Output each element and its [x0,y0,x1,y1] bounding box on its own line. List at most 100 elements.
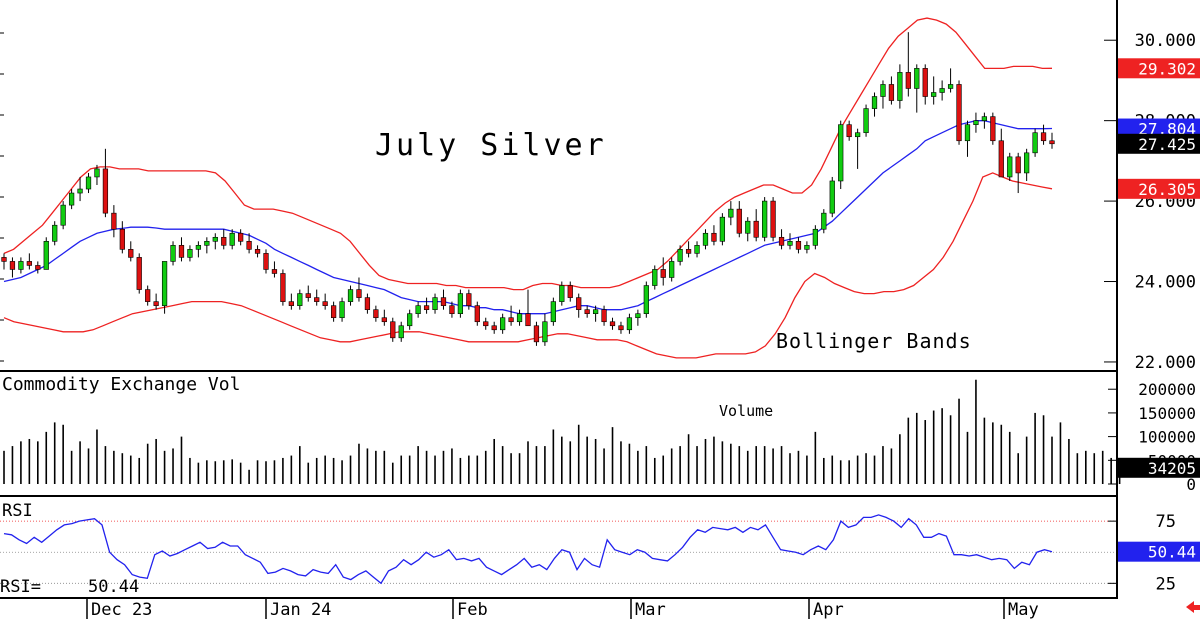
rsi-last-tag-bg [1118,541,1200,562]
price-tag-2: 27.425 [1138,135,1196,154]
month-label: Dec 23 [91,600,152,619]
candle-body [770,200,776,238]
bollinger-label: Bollinger Bands [776,329,972,353]
candle-body [390,321,396,339]
candle-body [685,249,692,254]
candle-body [423,305,430,310]
volume-panel: 20000015000010000050000034205 [3,379,1200,494]
candle-body [407,313,413,327]
x-axis: Dec 23 Jan 24 Feb Mar Apr May [86,597,1039,619]
candle-body [364,297,371,310]
volume-tick-label: 0 [1186,475,1196,494]
candle-body [415,305,421,314]
candle-body [947,84,954,89]
candle-body [643,285,649,314]
candle-body [812,228,818,246]
candle-body [161,261,168,306]
month-label: Apr [813,600,844,619]
candle-body [550,301,556,323]
candle-body [804,245,810,250]
candle-body [187,249,193,258]
candle-body [508,317,514,323]
candle-body [753,220,759,238]
candle-body [736,208,742,234]
candle-body [762,200,768,238]
candle-body [381,317,387,323]
candle-body [719,216,726,242]
rsi-value-readout: 50.44 [88,577,139,597]
candle-body [1049,140,1055,145]
candle-body [297,293,303,306]
panel-separator-1 [0,370,1117,372]
candle-body [111,212,117,230]
candle-body [145,289,151,302]
panel-separator-2 [0,495,1117,497]
candle-body [153,301,159,306]
rsi-panel: 75 25 50.44 [0,512,1200,594]
candle-body [922,68,928,97]
candle-body [238,232,244,242]
candle-body [288,301,294,306]
candle-body [263,253,269,270]
candle-body [846,124,852,138]
candle-body [871,96,878,109]
candle-body [52,224,58,242]
candle-body [525,313,531,327]
candle-body [68,192,75,206]
candle-body [694,245,700,254]
candle-body [533,325,540,343]
candle-body [838,124,844,182]
candle-body [373,309,379,319]
rsi-value-label: RSI= [0,577,41,597]
candle-body [1032,132,1038,154]
price-tick-label: 30.000 [1135,31,1196,51]
price-tag-0-bg [1118,58,1200,79]
volume-panel-title: Commodity Exchange Vol [2,374,240,395]
candle-body [195,245,202,250]
candle-body [43,241,49,270]
rsi-line [3,514,1053,585]
candle-body [94,168,100,178]
candle-body [136,257,142,290]
volume-last-tag-bg [1118,457,1200,478]
price-tag-2-bg [1118,133,1200,154]
candle-body [305,293,311,298]
candle-body [880,84,886,97]
candle-body [863,108,869,134]
candle-body [119,228,125,250]
candle-body [1015,156,1021,174]
candle-body [483,321,489,327]
candle-body [18,261,24,270]
price-tag-1-bg [1118,118,1200,139]
candle-body [466,293,472,306]
candle-body [212,236,218,242]
candle-body [542,321,548,343]
price-tag-3: 26.305 [1138,180,1196,199]
candle-body [669,261,675,278]
candle-body [635,313,641,319]
y-axis-line [1116,0,1118,599]
candle-body [221,236,227,246]
candle-body [474,305,480,323]
volume-tick-label: 150000 [1138,404,1196,423]
candle-body [1040,132,1047,142]
scroll-right-arrow-icon[interactable] [1186,601,1200,613]
candle-body [626,317,633,331]
candle-body [128,249,134,258]
volume-tick-label: 200000 [1138,380,1196,399]
candle-body [559,285,565,302]
candle-body [330,305,337,319]
candle-body [888,84,895,101]
month-label: Mar [635,600,666,619]
candle-body [914,68,920,89]
candle-body [1,257,7,262]
candle-body [1007,156,1013,178]
chart-title: July Silver [375,128,607,163]
candle-body [314,297,320,302]
rsi-tick-label: 25 [1156,574,1176,594]
candle-body [347,289,354,302]
candle-body [998,140,1004,178]
candle-body [897,72,903,101]
candle-body [728,208,734,218]
